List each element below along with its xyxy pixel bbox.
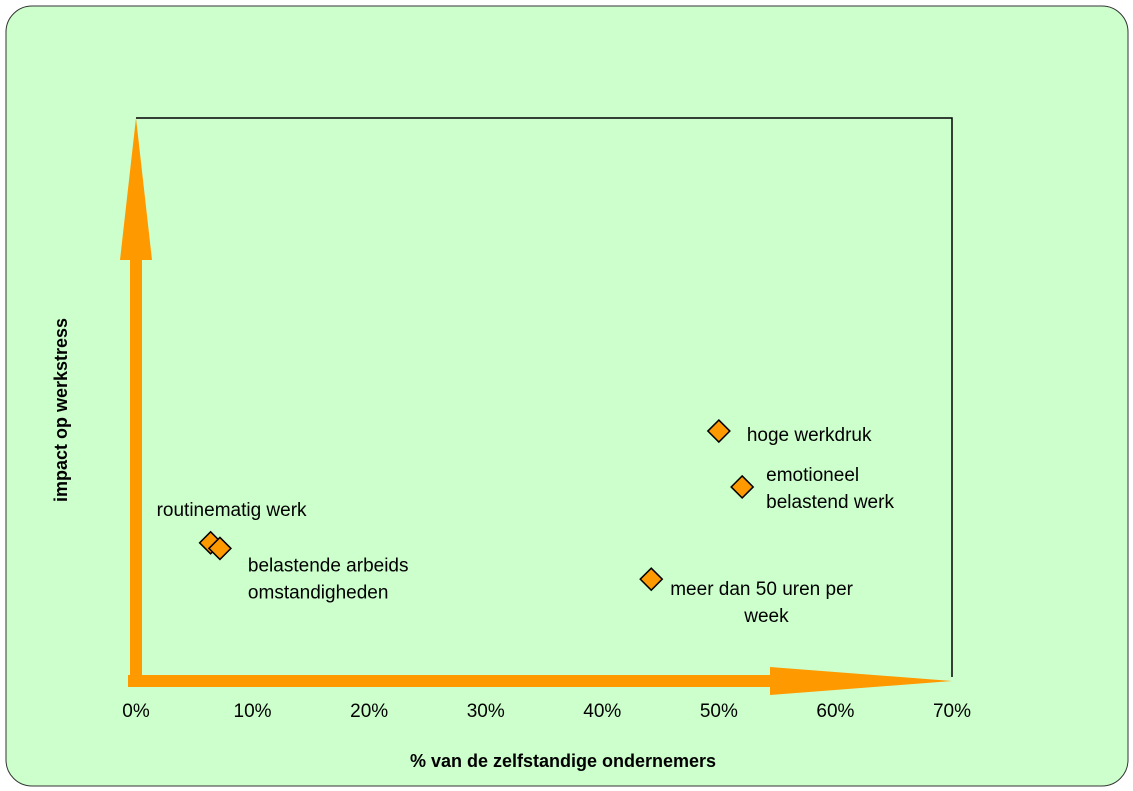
y-axis-title: impact op werkstress [51, 318, 71, 502]
x-arrow [128, 667, 952, 695]
marker [706, 418, 731, 444]
x-tick-label: 40% [583, 701, 621, 722]
marker [639, 567, 664, 592]
x-tick-label: 70% [933, 701, 971, 722]
y-arrow [120, 118, 152, 685]
point-label: meer dan 50 uren per [670, 579, 853, 600]
x-axis-title: % van de zelfstandige ondernemers [410, 751, 716, 771]
point-label: omstandigheden [248, 582, 389, 603]
x-tick-label: 50% [700, 701, 738, 722]
point-label: hoge werkdruk [747, 425, 872, 446]
x-tick-label: 10% [234, 701, 272, 722]
marker [207, 536, 232, 561]
x-tick-label: 30% [467, 701, 505, 722]
point-label: emotioneel [766, 465, 859, 486]
marker [730, 474, 755, 500]
point-label: routinematig werk [157, 500, 307, 521]
plot-frame [136, 117, 953, 677]
point-label: week [743, 606, 789, 627]
point-label: belastend werk [766, 492, 894, 513]
point-label: belastende arbeids [248, 555, 409, 576]
x-tick-label: 0% [122, 701, 150, 722]
x-tick-label: 60% [816, 701, 854, 722]
x-tick-label: 20% [350, 701, 388, 722]
background [5, 5, 1129, 787]
